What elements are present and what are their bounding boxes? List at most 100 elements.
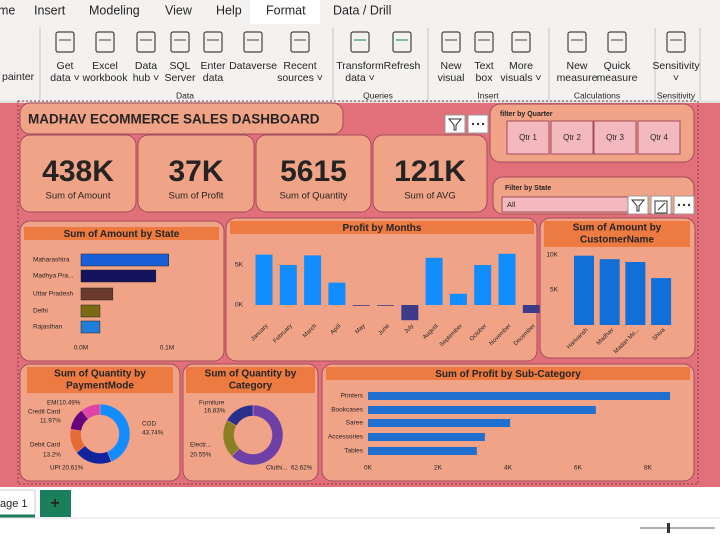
ribbon-button-label: measure [597, 72, 638, 84]
ribbon-group-label: Data [176, 90, 194, 100]
ribbon-button-label: measure [557, 72, 598, 84]
ribbon-button-label: data ˅ [345, 72, 375, 84]
ribbon-tab[interactable]: Help [216, 3, 242, 17]
y-tick-label: 5K [550, 287, 559, 294]
ribbon-button-label: More [509, 60, 533, 72]
ribbon-group-label: Queries [363, 90, 393, 100]
ribbon-icon[interactable] [243, 31, 263, 53]
ribbon-button-label: Refresh [384, 60, 421, 72]
card-value: 438K [42, 155, 114, 188]
y-tick-label: 10K [546, 252, 558, 259]
ribbon-icon[interactable] [55, 31, 75, 53]
ribbon-icon[interactable] [511, 31, 531, 53]
zoom-thumb [667, 523, 670, 533]
ribbon-icon[interactable] [290, 31, 310, 53]
ribbon-button-label: box [476, 72, 494, 84]
visual-panel [182, 363, 319, 482]
x-tick-label: 8K [644, 465, 653, 472]
visual-title-bar [326, 367, 690, 380]
more-dot [687, 203, 691, 207]
slicer-dropdown[interactable] [501, 196, 631, 213]
y-tick-label: 5K [235, 262, 244, 269]
bar [80, 287, 114, 301]
ribbon-tab[interactable]: Data / Drill [333, 3, 391, 17]
slice-label: Debit Card [30, 442, 61, 449]
ribbon-tab[interactable]: View [165, 3, 193, 17]
ribbon-group-label: Sensitivity [657, 90, 696, 100]
category-label: Uttar Pradesh [33, 291, 73, 298]
slice-value-label: 62.62% [291, 465, 313, 472]
category-label: Accessories [328, 434, 364, 441]
ribbon-icon[interactable] [567, 31, 587, 53]
visual-title: CustomerName [580, 235, 654, 246]
ribbon-button-label: visuals ˅ [500, 72, 541, 84]
focus-icon [654, 200, 668, 214]
ribbon-tab[interactable]: Modeling [89, 3, 140, 17]
slice-label: Electr... [190, 442, 211, 449]
visual-title: Sum of Amount by State [64, 229, 180, 240]
visual-title: Sum of Quantity by [205, 369, 297, 380]
ribbon-label: painter [2, 71, 35, 83]
ribbon-icon[interactable] [136, 31, 156, 53]
ribbon-icon[interactable] [350, 31, 370, 53]
slice-label: COD [142, 421, 156, 428]
ribbon-tab[interactable]: me [0, 3, 15, 17]
slicer-title: filter by Quarter [500, 111, 553, 118]
add-page-button[interactable] [40, 490, 71, 517]
slicer-option[interactable] [506, 120, 550, 155]
ribbon-button-label: workbook [82, 72, 129, 84]
ribbon-button-label: Sensitivity [652, 60, 700, 72]
ribbon-tab[interactable]: Format [266, 3, 306, 17]
slicer-option[interactable] [550, 120, 594, 155]
slicer-option[interactable] [637, 120, 681, 155]
ribbon-icon[interactable] [607, 31, 627, 53]
ribbon-button-label: Quick [604, 60, 632, 72]
ribbon-icon[interactable] [203, 31, 223, 53]
footer-bg [0, 487, 720, 540]
add-page-label: + [50, 495, 59, 512]
ribbon-tab[interactable]: Insert [34, 3, 66, 17]
slice-value-label: 11.97% [40, 418, 61, 425]
ribbon-icon[interactable] [170, 31, 190, 53]
bar [80, 320, 101, 334]
bar [425, 257, 443, 305]
bar [401, 305, 419, 321]
slicer-option[interactable] [593, 120, 637, 155]
page-tab[interactable] [0, 489, 36, 518]
category-label: Rajasthan [33, 324, 63, 331]
ribbon-button-label: sources ˅ [277, 72, 323, 84]
visual-title-bar [544, 221, 690, 247]
x-tick-label: 0K [364, 465, 373, 472]
ribbon-icon[interactable] [441, 31, 461, 53]
slice-value-label: 43.74% [142, 430, 164, 437]
ribbon-icon[interactable] [392, 31, 412, 53]
card-label: Sum of Profit [169, 191, 224, 202]
more-dot [471, 122, 475, 126]
slice-label: Credit Card [28, 409, 61, 416]
ribbon-icon[interactable] [474, 31, 494, 53]
slicer-option-label: Qtr 1 [519, 133, 537, 142]
slicer-option-label: Qtr 4 [650, 133, 668, 142]
category-label: Tables [344, 448, 364, 455]
slice-label: EMI [47, 400, 58, 407]
x-tick-label: July [404, 323, 416, 335]
category-label: Bookcases [331, 407, 364, 414]
visual-title-bar [24, 227, 219, 240]
category-label: Madhya Pra... [33, 273, 74, 280]
visual-header-button[interactable] [650, 195, 672, 215]
visual-title: Sum of Profit by Sub-Category [435, 369, 581, 380]
visual-title-bar [186, 367, 315, 393]
slicer-selected: All [507, 200, 516, 209]
x-tick-label: 0.0M [74, 345, 88, 352]
dashboard-title-box [19, 102, 344, 135]
y-tick-label: 0K [235, 302, 244, 309]
ribbon-icon[interactable] [95, 31, 115, 53]
category-label: Maharashtra [33, 257, 70, 264]
donut-slice [81, 403, 101, 420]
ribbon-group-label: Insert [477, 90, 499, 100]
bar [377, 305, 394, 306]
category-label: Printers [341, 393, 364, 400]
ribbon-icon[interactable] [666, 31, 686, 53]
